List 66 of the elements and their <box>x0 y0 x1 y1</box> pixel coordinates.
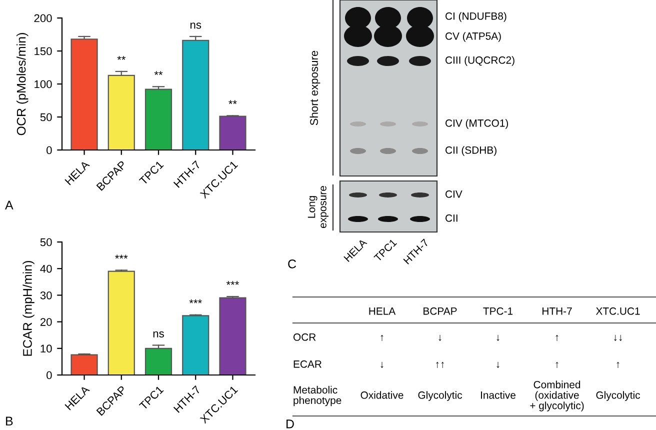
text: ↓ <box>496 362 500 368</box>
category-label: BCPAP <box>424 307 457 315</box>
category-label: TPC-1 <box>483 307 513 315</box>
y-tick-label: 0 <box>46 371 52 380</box>
text: CV (ATP5A) <box>446 32 501 42</box>
bar <box>108 270 135 375</box>
y-tick-label: 50 <box>40 113 52 122</box>
text: C <box>288 260 296 268</box>
annotation: *** <box>189 299 202 304</box>
y-tick-label: 200 <box>34 14 52 22</box>
category-label: OCR <box>293 333 316 341</box>
text: D <box>286 420 294 428</box>
text: CII (SDHB) <box>446 146 496 156</box>
text: ↑ <box>556 334 558 342</box>
annotation: ns <box>153 331 164 338</box>
y-tick-label: 150 <box>34 47 52 56</box>
y-axis-title: ECAR (mpH/min) <box>22 261 34 356</box>
bar <box>70 354 98 375</box>
text: CIV (MTCO1) <box>446 119 508 129</box>
text: CIV <box>446 190 462 198</box>
text: ↑ <box>616 362 620 368</box>
category-label: ECAR <box>294 360 322 368</box>
text: ↓ <box>380 362 384 368</box>
bar <box>219 297 246 375</box>
bar <box>182 315 210 375</box>
text: CI (NDUFB8) <box>446 12 506 22</box>
text: ↓↓ <box>438 334 500 342</box>
text: Long exposure <box>308 186 328 228</box>
text: Combined (oxidative + glycolytic) <box>530 380 584 412</box>
text: Inactive <box>481 391 516 399</box>
y-tick-label: 30 <box>40 291 52 300</box>
bar <box>219 116 246 150</box>
annotation: ns <box>190 22 202 29</box>
bar <box>70 38 98 150</box>
annotation: ** <box>154 71 163 76</box>
bar <box>144 88 172 150</box>
annotation: ** <box>228 100 237 104</box>
text: ↓↓ <box>614 334 622 342</box>
text: CII <box>446 214 458 222</box>
y-axis-title: OCR (pMoles/min) <box>16 33 28 136</box>
y-tick-label: 10 <box>40 344 52 353</box>
bar <box>108 74 135 150</box>
text: Short exposure <box>310 50 320 126</box>
text: ↑↑ <box>436 362 444 368</box>
category-label: Metabolic phenotype <box>294 386 342 406</box>
y-tick-label: 0 <box>46 146 52 154</box>
y-tick-label: 40 <box>40 264 52 273</box>
text: A <box>5 200 14 210</box>
annotation: *** <box>226 281 240 285</box>
text: Glycolytic <box>596 391 640 401</box>
text: B <box>6 416 13 426</box>
y-tick-label: 50 <box>40 238 52 246</box>
bar <box>182 40 210 150</box>
category-label: HTH-7 <box>542 308 572 315</box>
text: CIII (UQCRC2) <box>446 56 514 66</box>
text: ↑ <box>380 334 384 342</box>
y-tick-label: 100 <box>34 80 52 88</box>
category-label: XTC.UC1 <box>596 307 640 315</box>
text: Oxidative <box>360 391 404 399</box>
bar <box>144 348 172 375</box>
text: ↑ <box>556 362 558 368</box>
y-tick-label: 20 <box>40 318 52 326</box>
annotation: *** <box>115 254 128 259</box>
annotation: ** <box>117 56 126 60</box>
text: Glycolytic <box>418 391 462 401</box>
category-label: HELA <box>369 308 396 315</box>
